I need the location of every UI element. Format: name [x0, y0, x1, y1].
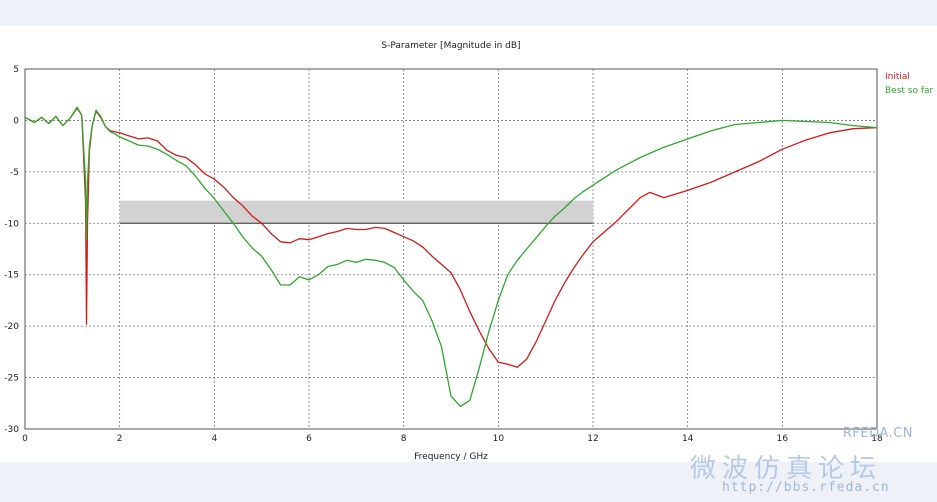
y-tick-label: 0 — [13, 116, 19, 126]
legend-entry: Initial — [885, 72, 910, 82]
x-tick-label: 6 — [306, 434, 312, 444]
x-axis-ticks: 0 2 4 6 8 10 12 14 16 18 — [22, 434, 883, 444]
y-tick-label: -20 — [4, 322, 19, 332]
x-tick-label: 18 — [871, 434, 883, 444]
chart-panel: S-Parameter [Magnitude in dB] 0 2 4 6 8 10 12 1… — [0, 26, 937, 462]
watermark-url: http://bbs.rfeda.cn — [722, 480, 890, 495]
legend: Initial Best so far — [885, 72, 934, 96]
goal-band — [119, 200, 594, 224]
chart-title: S-Parameter [Magnitude in dB] — [381, 41, 520, 51]
x-tick-label: 0 — [22, 434, 28, 444]
x-tick-label: 14 — [682, 434, 694, 444]
goal-region — [119, 200, 594, 224]
plot-area — [24, 68, 878, 430]
legend-entry: Best so far — [885, 86, 934, 96]
y-axis-ticks: 5 0 -5 -10 -15 -20 -25 -30 — [4, 65, 19, 435]
x-tick-label: 12 — [587, 434, 598, 444]
x-tick-label: 10 — [493, 434, 505, 444]
y-tick-label: -10 — [4, 219, 19, 229]
y-tick-label: -5 — [10, 168, 19, 178]
grid-lines — [25, 69, 877, 429]
series-lines — [24, 106, 878, 408]
series-line-best-so-far — [24, 106, 878, 408]
y-tick-label: 5 — [13, 65, 19, 75]
x-tick-label: 16 — [777, 434, 789, 444]
x-tick-label: 8 — [401, 434, 407, 444]
x-tick-label: 4 — [211, 434, 217, 444]
y-tick-label: -25 — [4, 374, 19, 384]
y-tick-label: -15 — [4, 271, 19, 281]
x-tick-label: 2 — [117, 434, 123, 444]
y-tick-label: -30 — [4, 425, 19, 435]
x-axis-label: Frequency / GHz — [414, 452, 488, 462]
s-parameter-chart: S-Parameter [Magnitude in dB] 0 2 4 6 8 10 12 1… — [4, 41, 934, 462]
